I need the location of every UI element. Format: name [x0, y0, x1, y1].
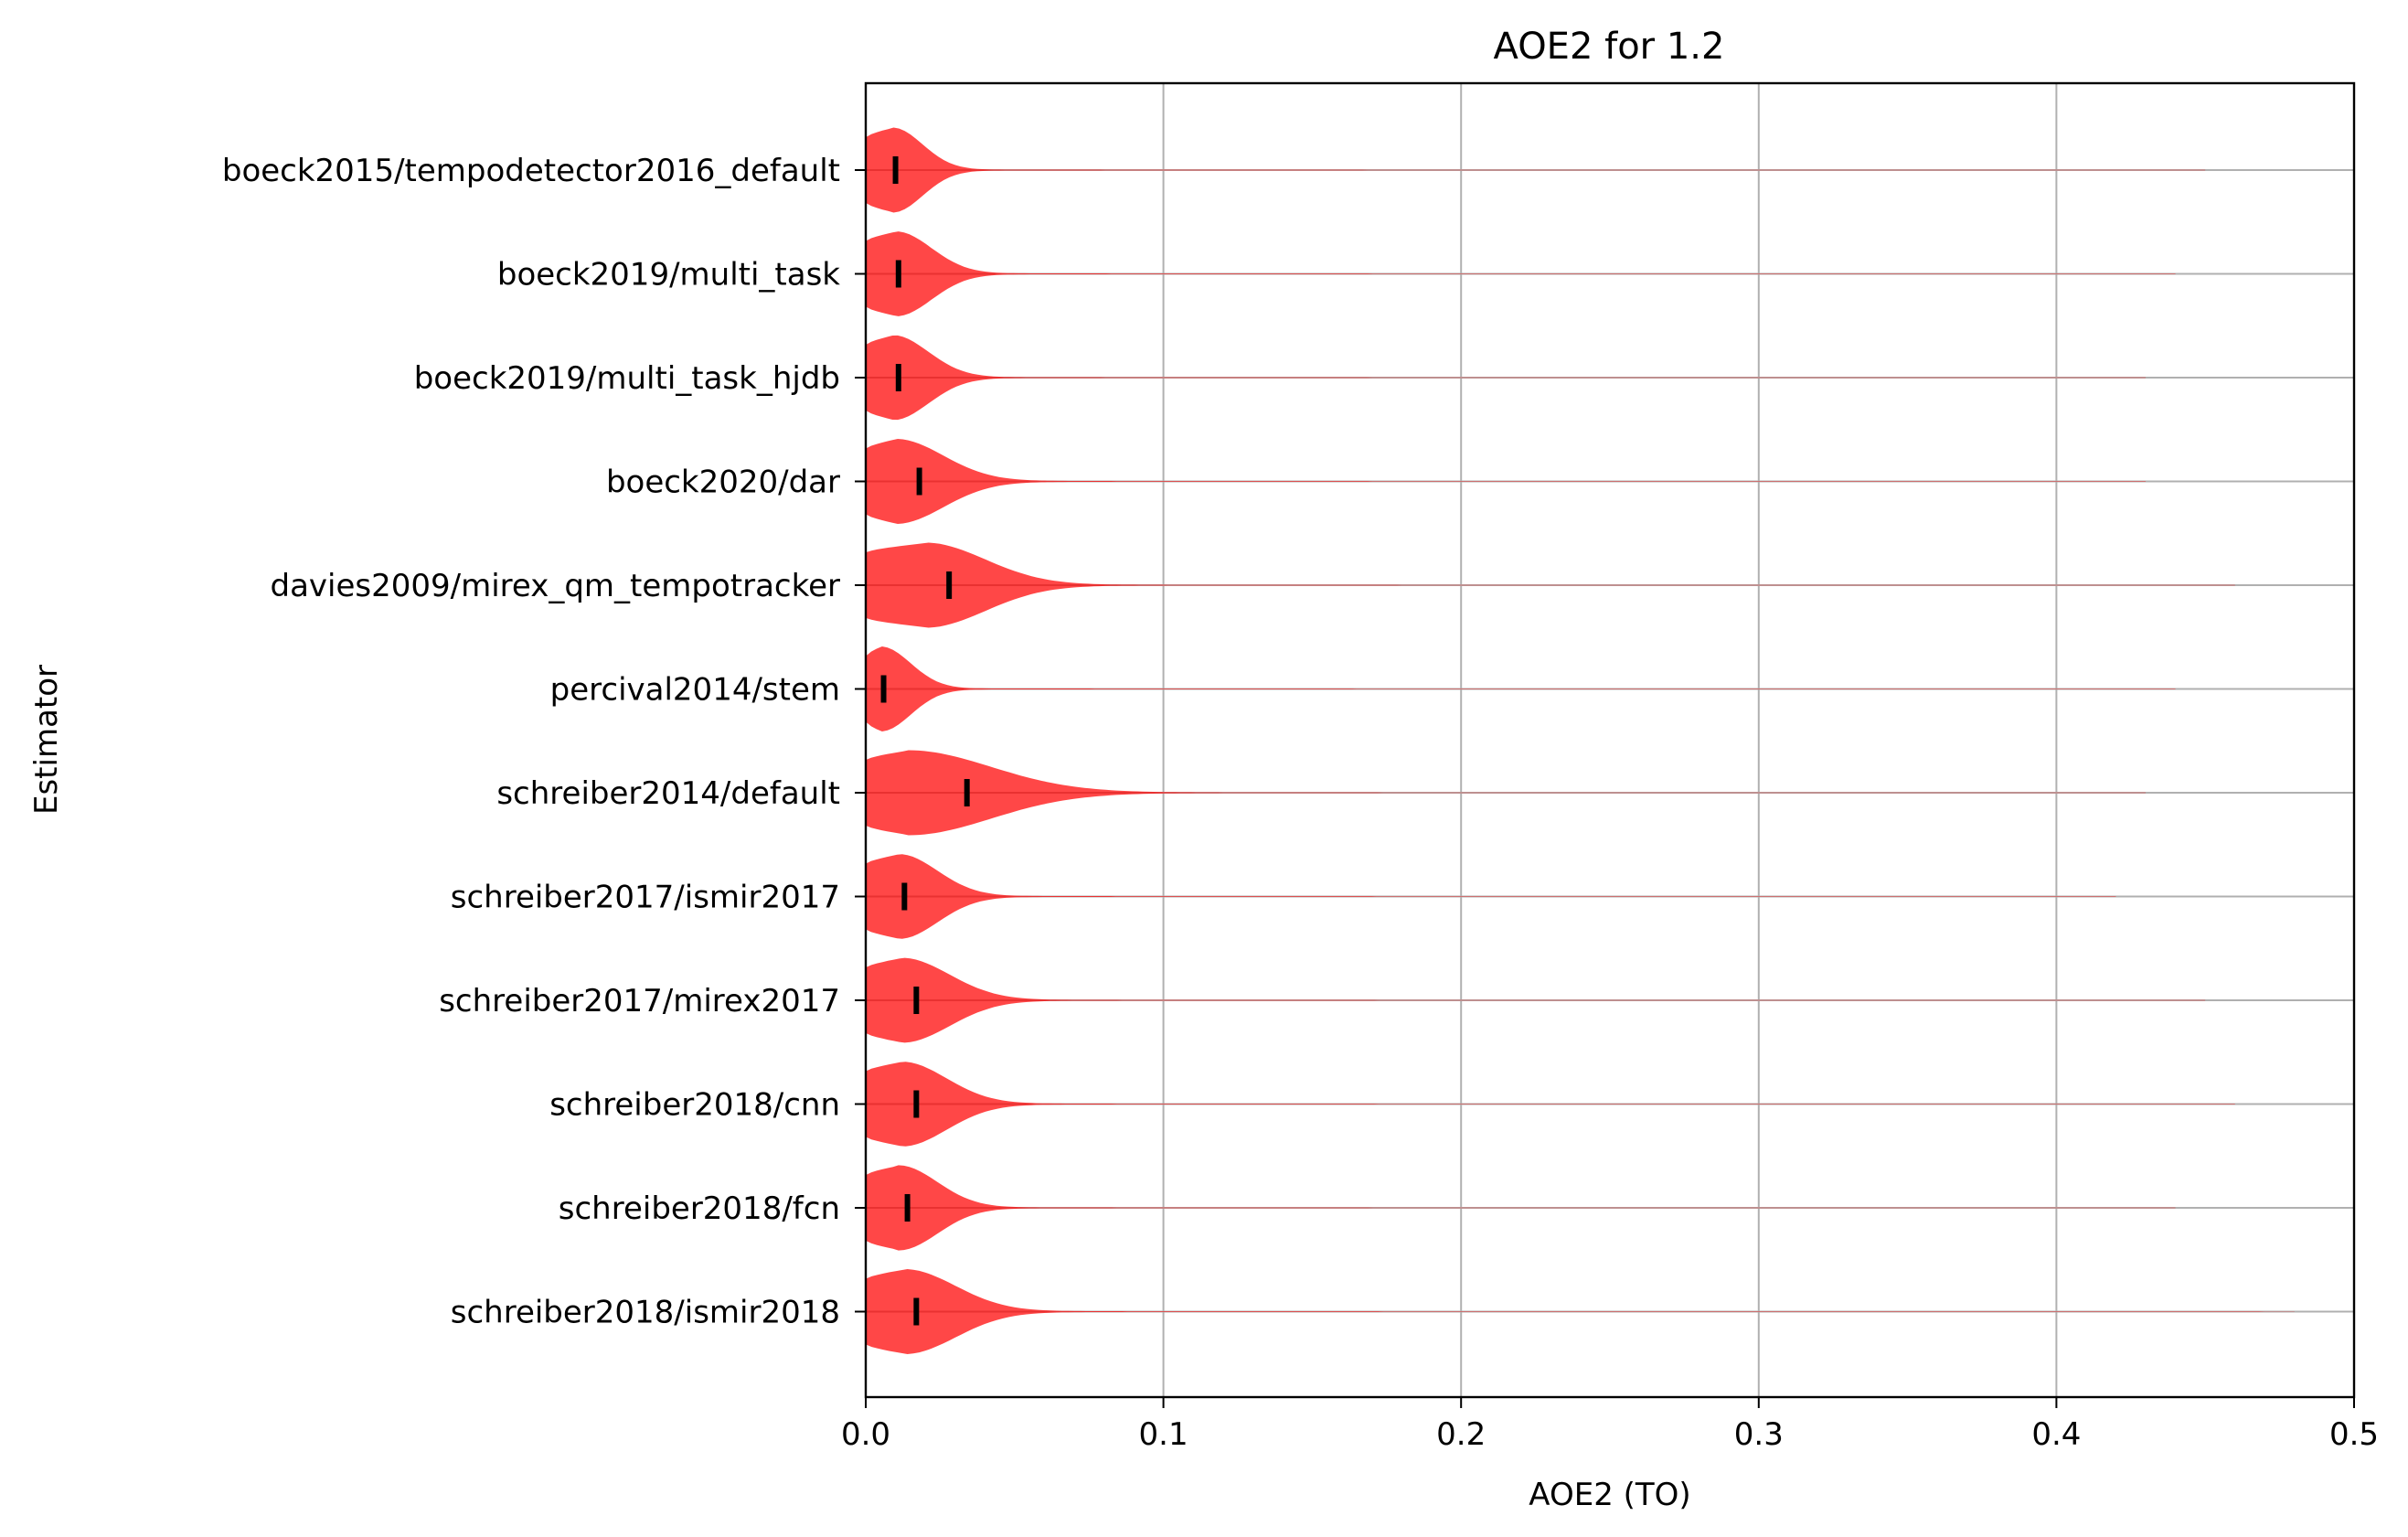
violin-body — [866, 439, 2147, 524]
y-tick-label: percival2014/stem — [550, 672, 840, 709]
violin-body — [866, 127, 2206, 213]
x-tick-label: 0.2 — [1436, 1416, 1486, 1453]
y-tick-label: schreiber2017/mirex2017 — [439, 983, 840, 1019]
x-tick-label: 0.3 — [1734, 1416, 1784, 1453]
y-tick-label: schreiber2018/fcn — [559, 1190, 840, 1227]
violin-body — [866, 957, 2206, 1043]
x-tick-labels: 0.0 0.1 0.2 0.3 0.4 0.5 — [841, 1397, 2379, 1453]
violin-body — [866, 1269, 2295, 1354]
y-axis-label: Estimator — [28, 665, 65, 815]
y-tick-label: boeck2019/multi_task — [497, 257, 840, 294]
y-tick-label: schreiber2018/cnn — [549, 1087, 840, 1124]
y-tick-labels: boeck2015/tempodetector2016_defaultboeck… — [222, 153, 866, 1331]
plot-frame — [864, 81, 2356, 1399]
y-tick-label: schreiber2018/ismir2018 — [451, 1295, 840, 1331]
y-tick-label: schreiber2017/ismir2017 — [451, 880, 840, 916]
violin-body — [866, 542, 2235, 628]
violin-body — [866, 646, 2176, 731]
x-tick-label: 0.5 — [2329, 1416, 2379, 1453]
x-axis-label: AOE2 (TO) — [1529, 1477, 1690, 1513]
violin-body — [866, 1165, 2176, 1251]
y-tick-label: boeck2015/tempodetector2016_default — [222, 153, 840, 189]
violin-body — [866, 1062, 2235, 1147]
y-tick-label: davies2009/mirex_qm_tempotracker — [270, 568, 840, 604]
x-tick-label: 0.1 — [1139, 1416, 1188, 1453]
x-tick-label: 0.4 — [2031, 1416, 2081, 1453]
x-tick-label: 0.0 — [841, 1416, 890, 1453]
y-tick-label: schreiber2014/default — [496, 775, 840, 812]
violin-body — [866, 335, 2147, 421]
y-tick-label: boeck2019/multi_task_hjdb — [414, 360, 840, 397]
violin-body — [866, 231, 2176, 316]
violin-body — [866, 750, 2147, 836]
violin-body — [866, 854, 2116, 939]
chart-title: AOE2 for 1.2 — [1494, 26, 1725, 68]
y-tick-label: boeck2020/dar — [606, 464, 840, 501]
violins — [866, 127, 2295, 1354]
